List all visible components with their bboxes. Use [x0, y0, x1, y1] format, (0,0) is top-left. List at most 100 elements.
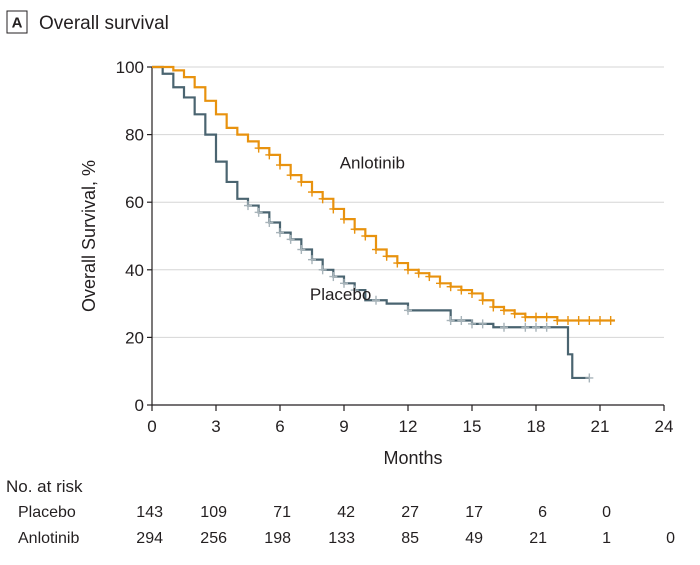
panel-title: Overall survival — [39, 13, 169, 34]
risk-value-anlotinib-6: 198 — [264, 530, 291, 547]
risk-table-header: No. at risk — [6, 477, 83, 496]
censor-placebo-17 — [500, 322, 508, 332]
censor-anlotinib-30 — [574, 316, 583, 325]
censor-anlotinib-20 — [468, 288, 476, 298]
risk-value-placebo-12: 27 — [401, 504, 419, 521]
censor-placebo-8 — [329, 272, 338, 282]
censor-anlotinib-10 — [361, 231, 370, 241]
tick-labels: 0 20 40 60 80 100 0 3 6 9 12 15 18 21 24 — [116, 58, 674, 436]
risk-value-anlotinib-18: 21 — [529, 530, 547, 547]
censor-anlotinib-31 — [585, 316, 594, 325]
risk-row-label-placebo: Placebo — [18, 504, 76, 521]
risk-table-values: 143 109 71 42 27 17 6 0 294 256 198 133 85 49 21 1 0 — [136, 504, 675, 547]
y-tick-label-80: 80 — [125, 126, 144, 145]
x-tick-label-24: 24 — [655, 417, 674, 436]
censor-placebo-20 — [542, 322, 551, 332]
survival-curves — [152, 65, 615, 380]
y-tick-label-60: 60 — [125, 193, 144, 212]
censor-anlotinib-25 — [521, 312, 530, 322]
censor-anlotinib-28 — [553, 316, 562, 325]
censor-anlotinib-9 — [350, 224, 359, 234]
censor-anlotinib-33 — [606, 316, 615, 325]
risk-value-placebo-15: 17 — [465, 504, 483, 521]
x-tick-label-9: 9 — [339, 417, 348, 436]
censor-anlotinib-5 — [308, 187, 316, 197]
censor-placebo-2 — [265, 217, 274, 227]
censor-placebo-21 — [585, 373, 594, 383]
censor-placebo-14 — [457, 316, 466, 325]
censor-placebo-5 — [297, 245, 306, 255]
censor-anlotinib-16 — [425, 272, 434, 282]
censor-anlotinib-1 — [265, 150, 274, 160]
risk-value-anlotinib-12: 85 — [401, 530, 419, 547]
y-axis-title: Overall Survival, % — [79, 160, 99, 312]
censor-placebo-12 — [404, 305, 412, 315]
censor-placebo-16 — [478, 319, 487, 329]
x-tick-label-15: 15 — [463, 417, 482, 436]
risk-value-placebo-6: 71 — [273, 504, 291, 521]
censor-anlotinib-22 — [489, 302, 498, 312]
gridlines — [152, 66, 664, 338]
y-tick-label-40: 40 — [125, 261, 144, 280]
censor-anlotinib-11 — [372, 245, 380, 255]
y-tick-label-0: 0 — [135, 396, 144, 415]
censor-anlotinib-26 — [532, 312, 540, 322]
censor-anlotinib-7 — [329, 204, 338, 214]
censor-placebo-10 — [350, 285, 359, 295]
y-tick-label-20: 20 — [125, 328, 144, 347]
censor-anlotinib-2 — [276, 160, 284, 170]
x-tick-label-12: 12 — [399, 417, 418, 436]
risk-value-placebo-18: 6 — [538, 504, 547, 521]
censor-anlotinib-18 — [446, 282, 455, 292]
censor-anlotinib-21 — [478, 295, 487, 305]
x-tick-label-0: 0 — [147, 417, 156, 436]
censor-anlotinib-12 — [382, 251, 391, 261]
x-tick-label-6: 6 — [275, 417, 284, 436]
censor-anlotinib-32 — [596, 316, 604, 325]
risk-value-placebo-21: 0 — [602, 504, 611, 521]
censor-placebo-19 — [532, 322, 540, 332]
risk-value-placebo-3: 109 — [200, 504, 227, 521]
censor-placebo-1 — [254, 207, 263, 217]
censor-anlotinib-23 — [500, 305, 508, 315]
censor-anlotinib-8 — [340, 214, 348, 224]
censor-anlotinib-24 — [510, 309, 519, 319]
censor-placebo-15 — [468, 319, 476, 329]
annotation-placebo: Placebo — [310, 285, 371, 304]
x-tick-label-18: 18 — [527, 417, 546, 436]
panel-letter-box — [6, 10, 28, 34]
censor-placebo-4 — [286, 234, 295, 244]
panel-letter: A — [12, 15, 23, 32]
annotation-anlotinib: Anlotinib — [340, 153, 405, 172]
y-tick-label-100: 100 — [116, 58, 144, 77]
censor-marks — [244, 143, 615, 383]
risk-value-anlotinib-21: 1 — [602, 530, 611, 547]
x-axis-title: Months — [383, 448, 442, 468]
risk-value-anlotinib-24: 0 — [666, 530, 675, 547]
censor-anlotinib-6 — [318, 194, 327, 204]
x-tick-label-3: 3 — [211, 417, 220, 436]
censor-placebo-7 — [318, 265, 327, 275]
censor-anlotinib-15 — [414, 268, 423, 278]
censor-anlotinib-29 — [564, 316, 572, 325]
risk-value-placebo-9: 42 — [337, 504, 355, 521]
axes — [147, 66, 665, 411]
censor-anlotinib-27 — [542, 312, 551, 322]
censor-anlotinib-13 — [393, 258, 402, 268]
censor-anlotinib-4 — [297, 177, 306, 187]
censor-anlotinib-14 — [404, 265, 412, 275]
censor-placebo-13 — [446, 316, 455, 325]
risk-value-anlotinib-3: 256 — [200, 530, 227, 547]
risk-row-label-anlotinib: Anlotinib — [18, 530, 79, 547]
censor-anlotinib-0 — [254, 143, 263, 153]
censor-placebo-6 — [308, 255, 316, 265]
censor-anlotinib-19 — [457, 285, 466, 295]
censor-placebo-0 — [244, 201, 252, 211]
x-tick-label-21: 21 — [591, 417, 610, 436]
risk-value-anlotinib-0: 294 — [136, 530, 163, 547]
risk-value-placebo-0: 143 — [136, 504, 163, 521]
censor-placebo-9 — [340, 278, 348, 288]
censor-anlotinib-17 — [436, 278, 444, 288]
censor-placebo-18 — [521, 322, 530, 332]
